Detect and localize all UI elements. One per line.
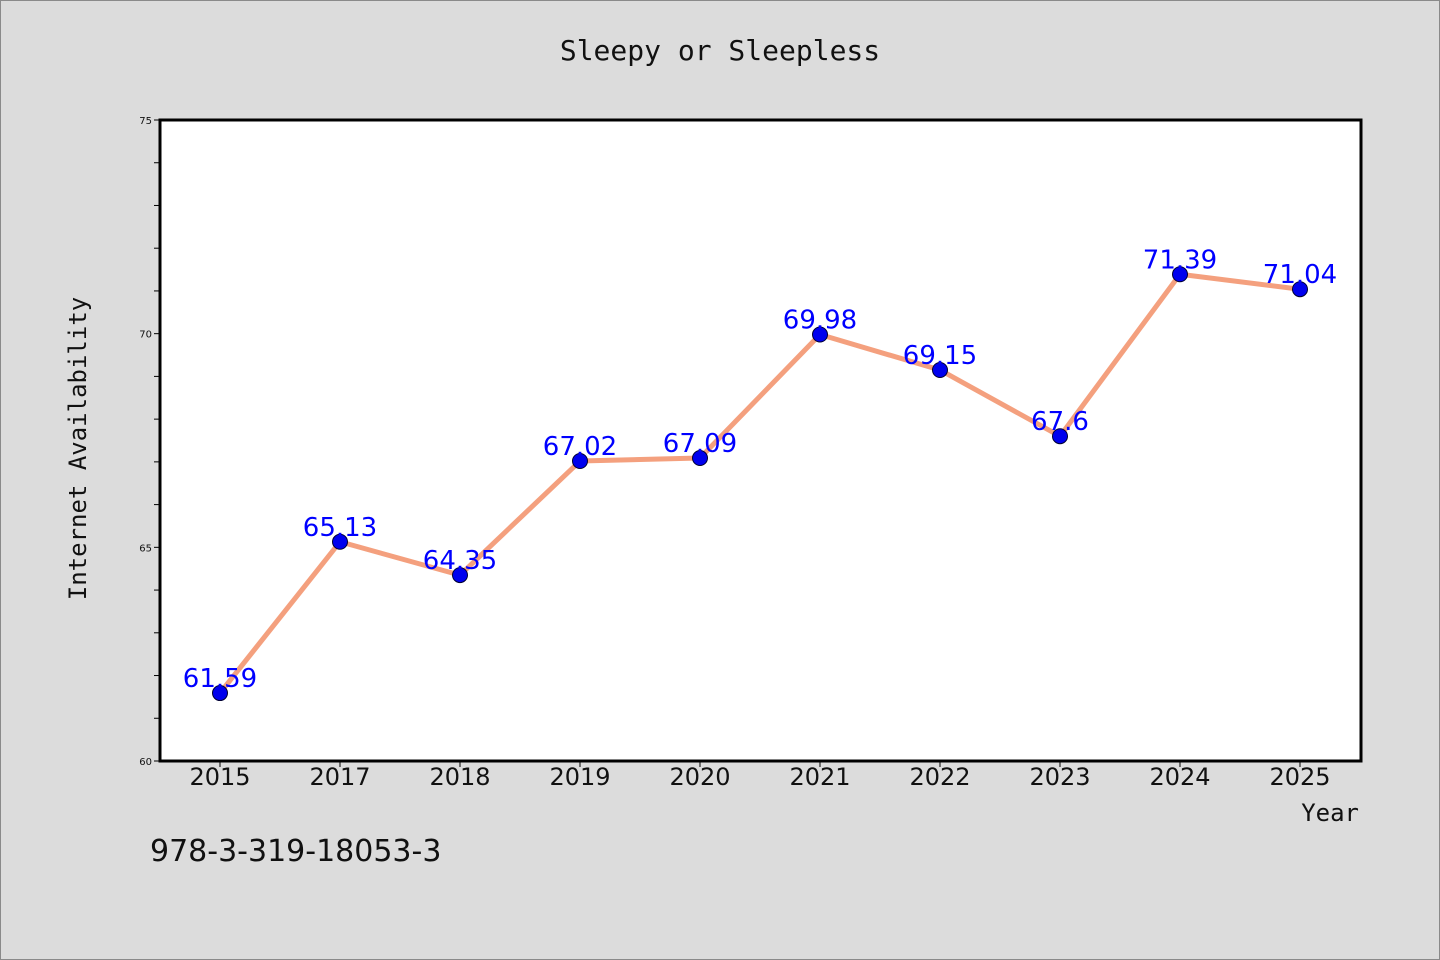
data-point — [932, 361, 948, 378]
data-label: 71.04 — [1263, 260, 1337, 290]
data-label: 65.13 — [303, 513, 377, 543]
data-label: 64.35 — [423, 546, 497, 576]
x-tick-label: 2018 — [429, 763, 490, 791]
data-label: 61.59 — [183, 664, 257, 694]
data-label: 69.15 — [903, 341, 977, 371]
y-tick-label: 75 — [139, 116, 152, 127]
data-point — [812, 326, 828, 343]
x-tick-label: 2017 — [309, 763, 370, 791]
data-label: 69.98 — [783, 306, 857, 336]
x-tick-label: 2021 — [789, 763, 850, 791]
series-line — [217, 271, 1303, 696]
x-tick-label: 2023 — [1029, 763, 1090, 791]
data-point — [212, 685, 228, 702]
x-tick-label: 2019 — [549, 763, 610, 791]
data-label: 67.02 — [543, 432, 617, 462]
data-label: 67.09 — [663, 429, 737, 459]
data-point — [1172, 266, 1188, 283]
data-point — [332, 533, 348, 550]
data-point — [1292, 281, 1308, 298]
data-point — [692, 450, 708, 467]
data-label: 71.39 — [1143, 245, 1217, 275]
plot-area — [158, 118, 1363, 763]
data-label: 67.6 — [1031, 407, 1089, 437]
x-tick-label: 2020 — [669, 763, 730, 791]
x-tick-label: 2015 — [189, 763, 250, 791]
data-point — [1052, 428, 1068, 445]
y-tick-label: 70 — [139, 330, 152, 341]
data-point — [452, 567, 468, 584]
x-tick-label: 2024 — [1149, 763, 1210, 791]
x-axis-title: Year — [1301, 799, 1359, 827]
x-tick-label: 2022 — [909, 763, 970, 791]
y-axis-title: Internet Availability — [64, 297, 92, 600]
y-tick-label: 65 — [139, 543, 152, 554]
y-tick-label: 60 — [139, 757, 152, 768]
data-point — [572, 453, 588, 470]
isbn-footnote: 978-3-319-18053-3 — [150, 834, 442, 869]
chart-title: Sleepy or Sleepless — [559, 34, 881, 67]
x-tick-label: 2025 — [1269, 763, 1330, 791]
